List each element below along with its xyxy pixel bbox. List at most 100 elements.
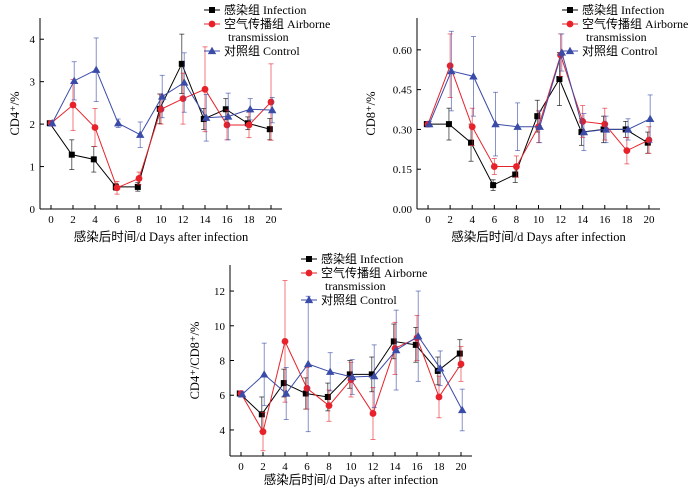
legend-label: 感染组 Infection [224, 2, 306, 17]
x-tick-label: 18 [434, 461, 446, 473]
series-1 [424, 33, 653, 178]
data-point [304, 359, 313, 368]
data-point [414, 331, 423, 340]
y-tick-label: 0.15 [393, 164, 413, 176]
data-point [490, 182, 497, 189]
x-tick-label: 18 [621, 214, 633, 226]
x-tick-label: 14 [200, 214, 212, 226]
series-1 [47, 46, 275, 195]
data-point [623, 125, 633, 133]
x-tick-label: 16 [412, 461, 424, 473]
data-point [645, 136, 653, 144]
y-tick-label: 4 [30, 34, 36, 46]
y-tick-label: 0.60 [393, 45, 413, 57]
y-tick-label: 1 [30, 162, 36, 174]
data-point [513, 122, 522, 130]
y-tick-label: 12 [214, 286, 225, 298]
x-tick-label: 14 [577, 214, 589, 226]
y-tick-label: 0.00 [393, 204, 413, 216]
y-tick-label: 0.30 [393, 124, 413, 136]
x-axis-label: 感染后时间/d Days after infection [74, 229, 249, 244]
legend-label: 对照组 Control [224, 44, 300, 58]
legend-marker [566, 20, 574, 28]
data-point [645, 114, 655, 122]
data-point [68, 151, 75, 158]
y-tick-label: 2 [30, 119, 36, 131]
data-point [303, 384, 311, 392]
data-point [282, 389, 291, 397]
data-point [535, 122, 544, 130]
data-point [266, 126, 273, 133]
data-point [445, 121, 452, 128]
data-point [513, 163, 520, 170]
data-point [258, 411, 265, 418]
data-point [113, 184, 121, 192]
data-point [157, 105, 165, 113]
data-point [259, 428, 267, 436]
data-point [601, 125, 611, 133]
legend-marker [209, 7, 215, 13]
data-point [491, 119, 500, 128]
data-point [246, 105, 255, 113]
data-point [281, 338, 289, 345]
legend-marker [304, 295, 314, 304]
x-tick-label: 20 [643, 214, 655, 226]
data-point [92, 65, 101, 73]
data-point [469, 72, 478, 80]
data-point [135, 175, 143, 182]
x-axis-label: 感染后时间/d Days after infection [451, 229, 626, 244]
data-point [512, 171, 519, 178]
series-2 [238, 290, 467, 433]
x-tick-label: 4 [92, 214, 98, 226]
y-tick-label: 4 [220, 425, 226, 437]
data-point [556, 76, 563, 83]
series-0 [423, 52, 651, 191]
x-tick-label: 20 [266, 214, 278, 226]
x-tick-label: 12 [368, 461, 379, 473]
data-point [369, 410, 377, 417]
y-tick-label: 8 [220, 356, 226, 368]
x-tick-label: 20 [456, 461, 468, 473]
data-point [557, 48, 566, 56]
series-2 [425, 30, 655, 157]
legend-marker [565, 46, 575, 55]
data-point [302, 390, 309, 397]
data-point [458, 405, 467, 414]
data-point [201, 85, 209, 93]
x-tick-label: 8 [326, 461, 332, 473]
y-tick-label: 6 [220, 390, 226, 402]
data-point [180, 78, 189, 86]
data-point [446, 62, 454, 70]
x-tick-label: 4 [282, 461, 288, 473]
y-tick-label: 3 [30, 77, 36, 89]
x-tick-label: 18 [244, 214, 256, 226]
x-tick-label: 8 [514, 214, 520, 226]
y-axis-label: CD4⁺/% [8, 91, 22, 135]
data-point [91, 124, 99, 131]
data-point [158, 92, 167, 100]
series-2 [48, 37, 277, 148]
data-point [90, 156, 97, 163]
legend-marker [305, 269, 313, 277]
x-tick-label: 0 [425, 214, 431, 226]
data-point [202, 113, 211, 121]
data-point [534, 113, 541, 120]
x-tick-label: 16 [599, 214, 611, 226]
data-point [70, 76, 79, 84]
data-point [69, 101, 77, 109]
x-tick-label: 6 [492, 214, 498, 226]
data-point [436, 364, 445, 372]
legend-marker [567, 7, 573, 13]
x-tick-label: 4 [469, 214, 475, 226]
data-point [348, 372, 357, 381]
x-tick-label: 12 [555, 214, 566, 226]
data-point [136, 130, 145, 138]
x-tick-label: 0 [238, 461, 244, 473]
legend-label: 感染组 Infection [582, 2, 664, 17]
data-point [447, 66, 456, 75]
data-point [245, 121, 253, 129]
data-point [457, 360, 465, 368]
data-point [468, 123, 476, 131]
